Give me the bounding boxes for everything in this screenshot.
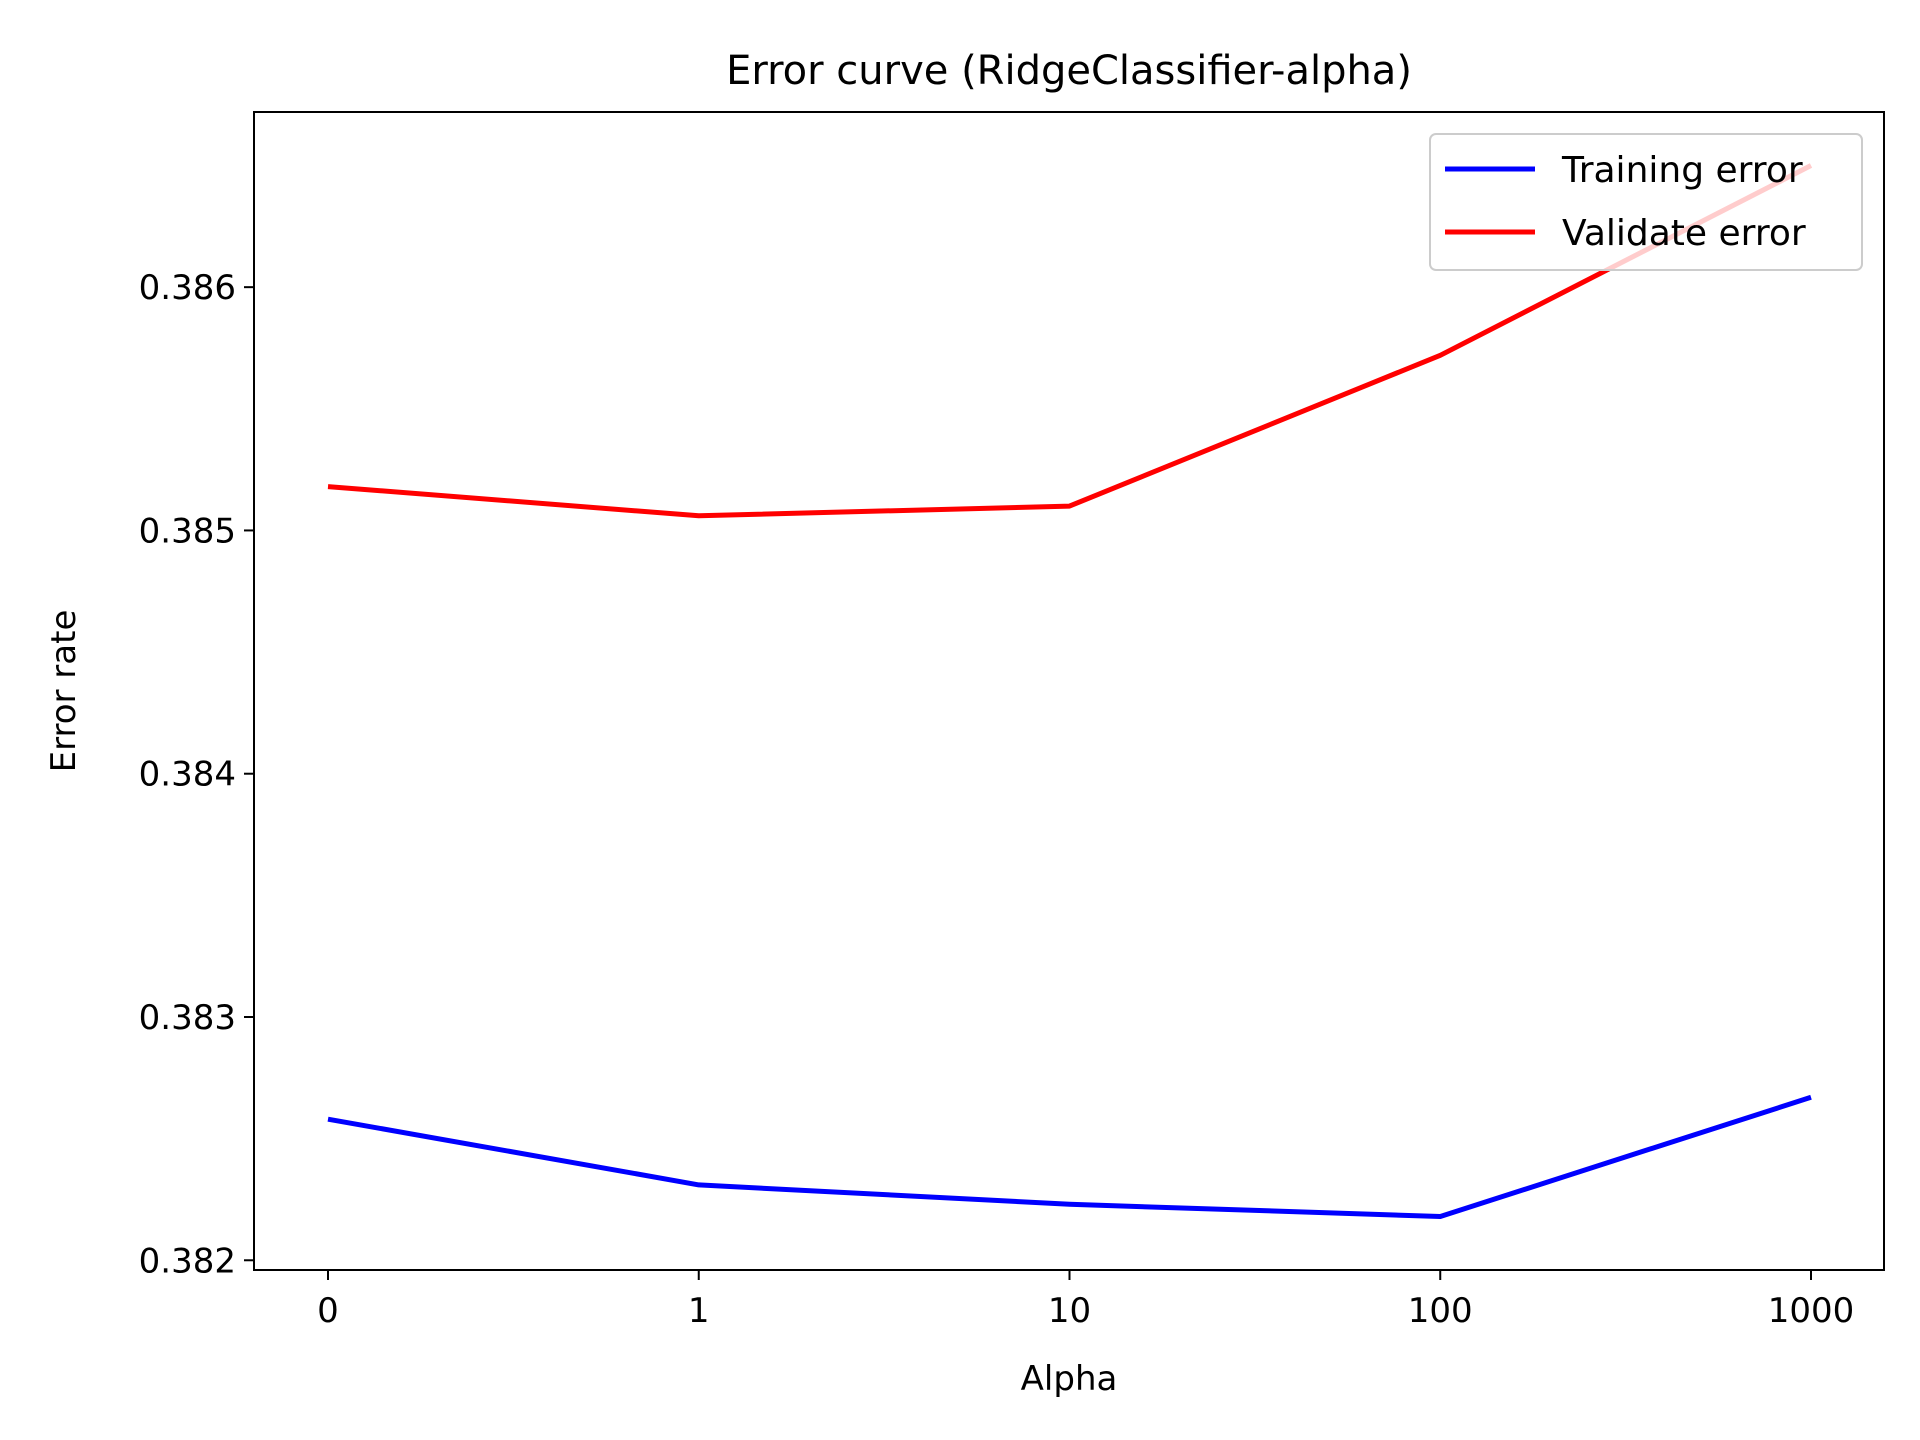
y-tick-label-0.385: 0.385 (139, 511, 236, 551)
plot-frame (253, 111, 1885, 1271)
y-axis-label: Error rate (44, 610, 84, 773)
legend-box (1429, 133, 1863, 271)
x-tick-label-0: 0 (317, 1291, 339, 1331)
chart-title: Error curve (RidgeClassifier-alpha) (726, 48, 1412, 94)
legend: Training error Validate error (1429, 133, 1863, 271)
legend-label-training-error: Training error (1561, 150, 1803, 191)
x-tick-label-100: 100 (1408, 1291, 1473, 1331)
series-line-validate-error (327, 163, 1813, 519)
x-tick-label-10: 10 (1048, 1291, 1091, 1331)
x-tick-label-1: 1 (688, 1291, 710, 1331)
y-tick-label-0.384: 0.384 (139, 755, 236, 795)
x-axis-label: Alpha (1021, 1359, 1118, 1399)
series-line-training-error (327, 1094, 1812, 1219)
series-layer (327, 163, 1813, 1219)
y-tick-label-0.382: 0.382 (139, 1241, 236, 1281)
legend-label-validate-error: Validate error (1562, 213, 1806, 254)
y-tick-label-0.383: 0.383 (139, 998, 236, 1038)
axis-ticks: 0 1 10 100 1000 0.382 0.383 0.384 0.385 0.386 (139, 268, 1855, 1331)
y-tick-label-0.386: 0.386 (139, 268, 236, 308)
x-tick-label-1000: 1000 (1768, 1291, 1855, 1331)
